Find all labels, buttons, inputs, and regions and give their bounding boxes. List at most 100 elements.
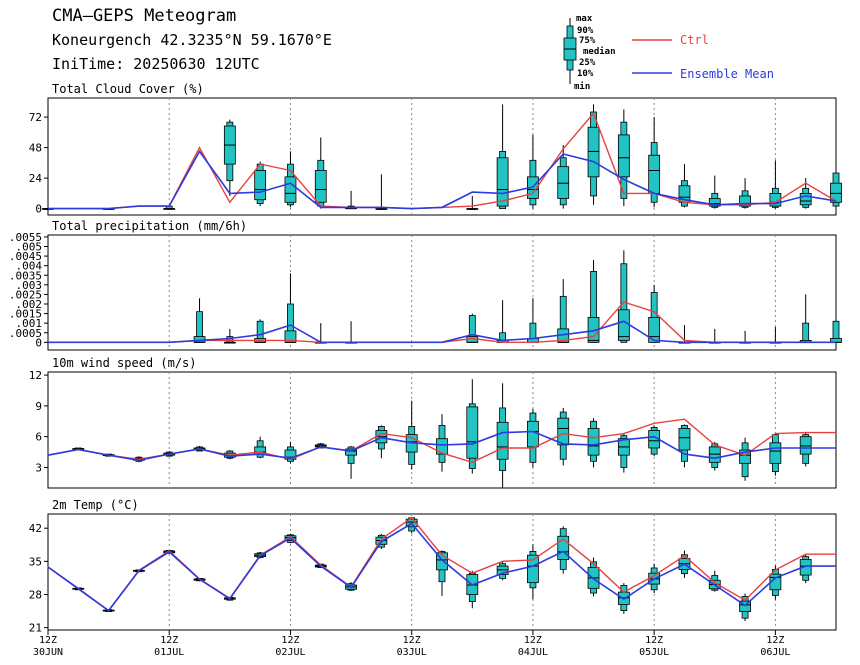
box-prec (496, 300, 509, 343)
box-prec (830, 313, 842, 343)
legend-box-label: 90% (577, 26, 594, 36)
chart-title: CMA—GEPS Meteogram (52, 6, 237, 26)
box-inner (830, 182, 842, 203)
x-tick-date: 05JUL (639, 647, 669, 658)
x-tick-hour: 12Z (766, 635, 784, 646)
box-inner (345, 448, 357, 456)
panel-prec: Total precipitation (mm/6h)0.0005.001.00… (9, 219, 842, 351)
x-tick-date: 30JUN (33, 647, 63, 658)
panel-wind: 10m wind speed (m/s) 3 6 9 12 (29, 356, 837, 489)
box-prec (527, 298, 539, 343)
box-temp (496, 561, 509, 581)
y-tick-label: .0005 (9, 327, 42, 340)
box-wind (739, 437, 751, 481)
box-cloud (557, 145, 570, 209)
y-tick-label: 21 (29, 622, 42, 635)
box-inner (648, 317, 661, 343)
box-temp (466, 570, 479, 609)
box-cloud (345, 190, 357, 210)
y-tick-label: 28 (29, 588, 42, 601)
panels: Total Cloud Cover (%) 0 24 48 72 Total precip… (9, 82, 842, 635)
mean-line-prec (48, 320, 836, 344)
mean-line-temp (47, 522, 836, 612)
box-prec (193, 298, 206, 343)
box-cloud (830, 109, 842, 208)
box-inner (527, 420, 539, 448)
box-inner (557, 535, 570, 560)
box-inner (799, 436, 812, 455)
box-prec (739, 330, 751, 344)
y-tick-label: .0035 (9, 269, 42, 282)
y-tick-label: .004 (16, 260, 43, 273)
box-outer (802, 322, 810, 343)
box-prec (284, 273, 297, 343)
box-prec (769, 327, 782, 344)
box-prec (617, 250, 630, 343)
y-tick-label: .0015 (9, 308, 42, 321)
box-inner (617, 309, 630, 341)
y-tick-label: 72 (29, 111, 42, 124)
init-time-label: IniTime: 20250630 12UTC (52, 55, 260, 73)
legend-box-label: 10% (577, 69, 594, 79)
y-tick-label: .0045 (9, 250, 42, 263)
x-tick-date: 03JUL (397, 647, 427, 658)
box-cloud (254, 161, 267, 207)
box-inner (436, 552, 448, 571)
y-tick-label: .001 (16, 317, 43, 330)
mean-line-cloud (48, 149, 837, 210)
box-cloud (769, 160, 782, 209)
box-prec (345, 321, 357, 344)
box-wind (557, 407, 570, 466)
x-tick-hour: 12Z (281, 635, 299, 646)
box-prec (557, 279, 570, 343)
box-wind (436, 414, 448, 472)
x-tick-date: 02JUL (275, 647, 305, 658)
box-wind (466, 379, 479, 474)
box-inner (466, 406, 479, 459)
box-wind (799, 432, 812, 467)
box-inner (769, 192, 782, 207)
box-wind (284, 441, 297, 464)
legend-box-label: 75% (579, 36, 596, 46)
box-inner (314, 170, 327, 203)
box-cloud (587, 104, 600, 205)
x-tick-hour: 12Z (403, 635, 421, 646)
box-temp (527, 544, 539, 600)
box-inner (587, 126, 600, 178)
ctrl-line-prec (48, 301, 836, 343)
y-tick-label: 0 (35, 336, 42, 349)
box-wind (405, 400, 418, 470)
box-inner (527, 554, 539, 584)
box-inner (557, 417, 570, 446)
y-tick-label: .005 (16, 241, 43, 254)
box-prec (799, 294, 812, 343)
box-inner (799, 192, 812, 206)
x-tick-date: 01JUL (154, 647, 184, 658)
panel-title-temp: 2m Temp (°C) (52, 498, 139, 512)
time-axis: 12Z30JUN12Z01JUL12Z02JUL12Z03JUL12Z04JUL… (33, 630, 790, 658)
y-tick-label: .002 (16, 298, 43, 311)
box-inner (739, 449, 751, 464)
legend-ctrl-label: Ctrl (680, 33, 709, 47)
panel-title-wind: 10m wind speed (m/s) (52, 356, 197, 370)
legend-box-label: 25% (579, 58, 596, 68)
box-cloud (375, 174, 388, 210)
box-inner (708, 198, 721, 207)
box-wind (375, 425, 388, 459)
panel-frame-temp (47, 513, 837, 631)
box-cloud (648, 117, 661, 208)
legend-mean-label: Ensemble Mean (680, 67, 774, 81)
box-cloud (223, 119, 236, 196)
box-prec (254, 319, 267, 343)
y-tick-label: .003 (16, 279, 43, 292)
box-wind (648, 425, 661, 457)
x-tick-date: 04JUL (518, 647, 548, 658)
legend-box-label: min (574, 81, 590, 92)
x-tick-date: 06JUL (760, 647, 790, 658)
box-inner (739, 195, 751, 207)
x-tick-hour: 12Z (160, 635, 178, 646)
y-tick-label: 35 (29, 555, 42, 568)
box-cloud (527, 134, 539, 209)
box-cloud (799, 178, 812, 209)
box-inner (557, 166, 570, 199)
